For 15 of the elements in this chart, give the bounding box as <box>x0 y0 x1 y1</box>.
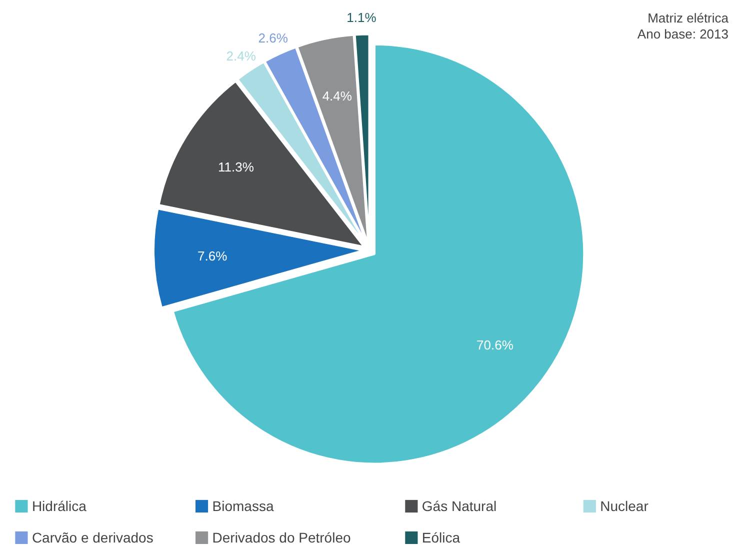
legend-label: Biomassa <box>212 498 274 514</box>
legend-label: Hidrálica <box>32 498 87 514</box>
data-label: 11.3% <box>218 160 254 175</box>
data-label: 4.4% <box>322 88 352 104</box>
legend-label: Gás Natural <box>422 498 497 514</box>
data-label: 2.6% <box>258 30 288 46</box>
legend-label: Carvão e derivados <box>32 530 154 546</box>
data-label: 2.4% <box>226 48 256 64</box>
legend-label: Eólica <box>422 530 460 546</box>
text: Matriz elétrica Ano base: 2013 <box>637 10 730 42</box>
legend-label: Derivados do Petróleo <box>212 530 351 546</box>
data-label: 7.6% <box>198 248 228 264</box>
legend-label: Nuclear <box>600 498 649 514</box>
data-label: 70.6% <box>476 338 514 353</box>
data-label: 1.1% <box>346 10 377 25</box>
